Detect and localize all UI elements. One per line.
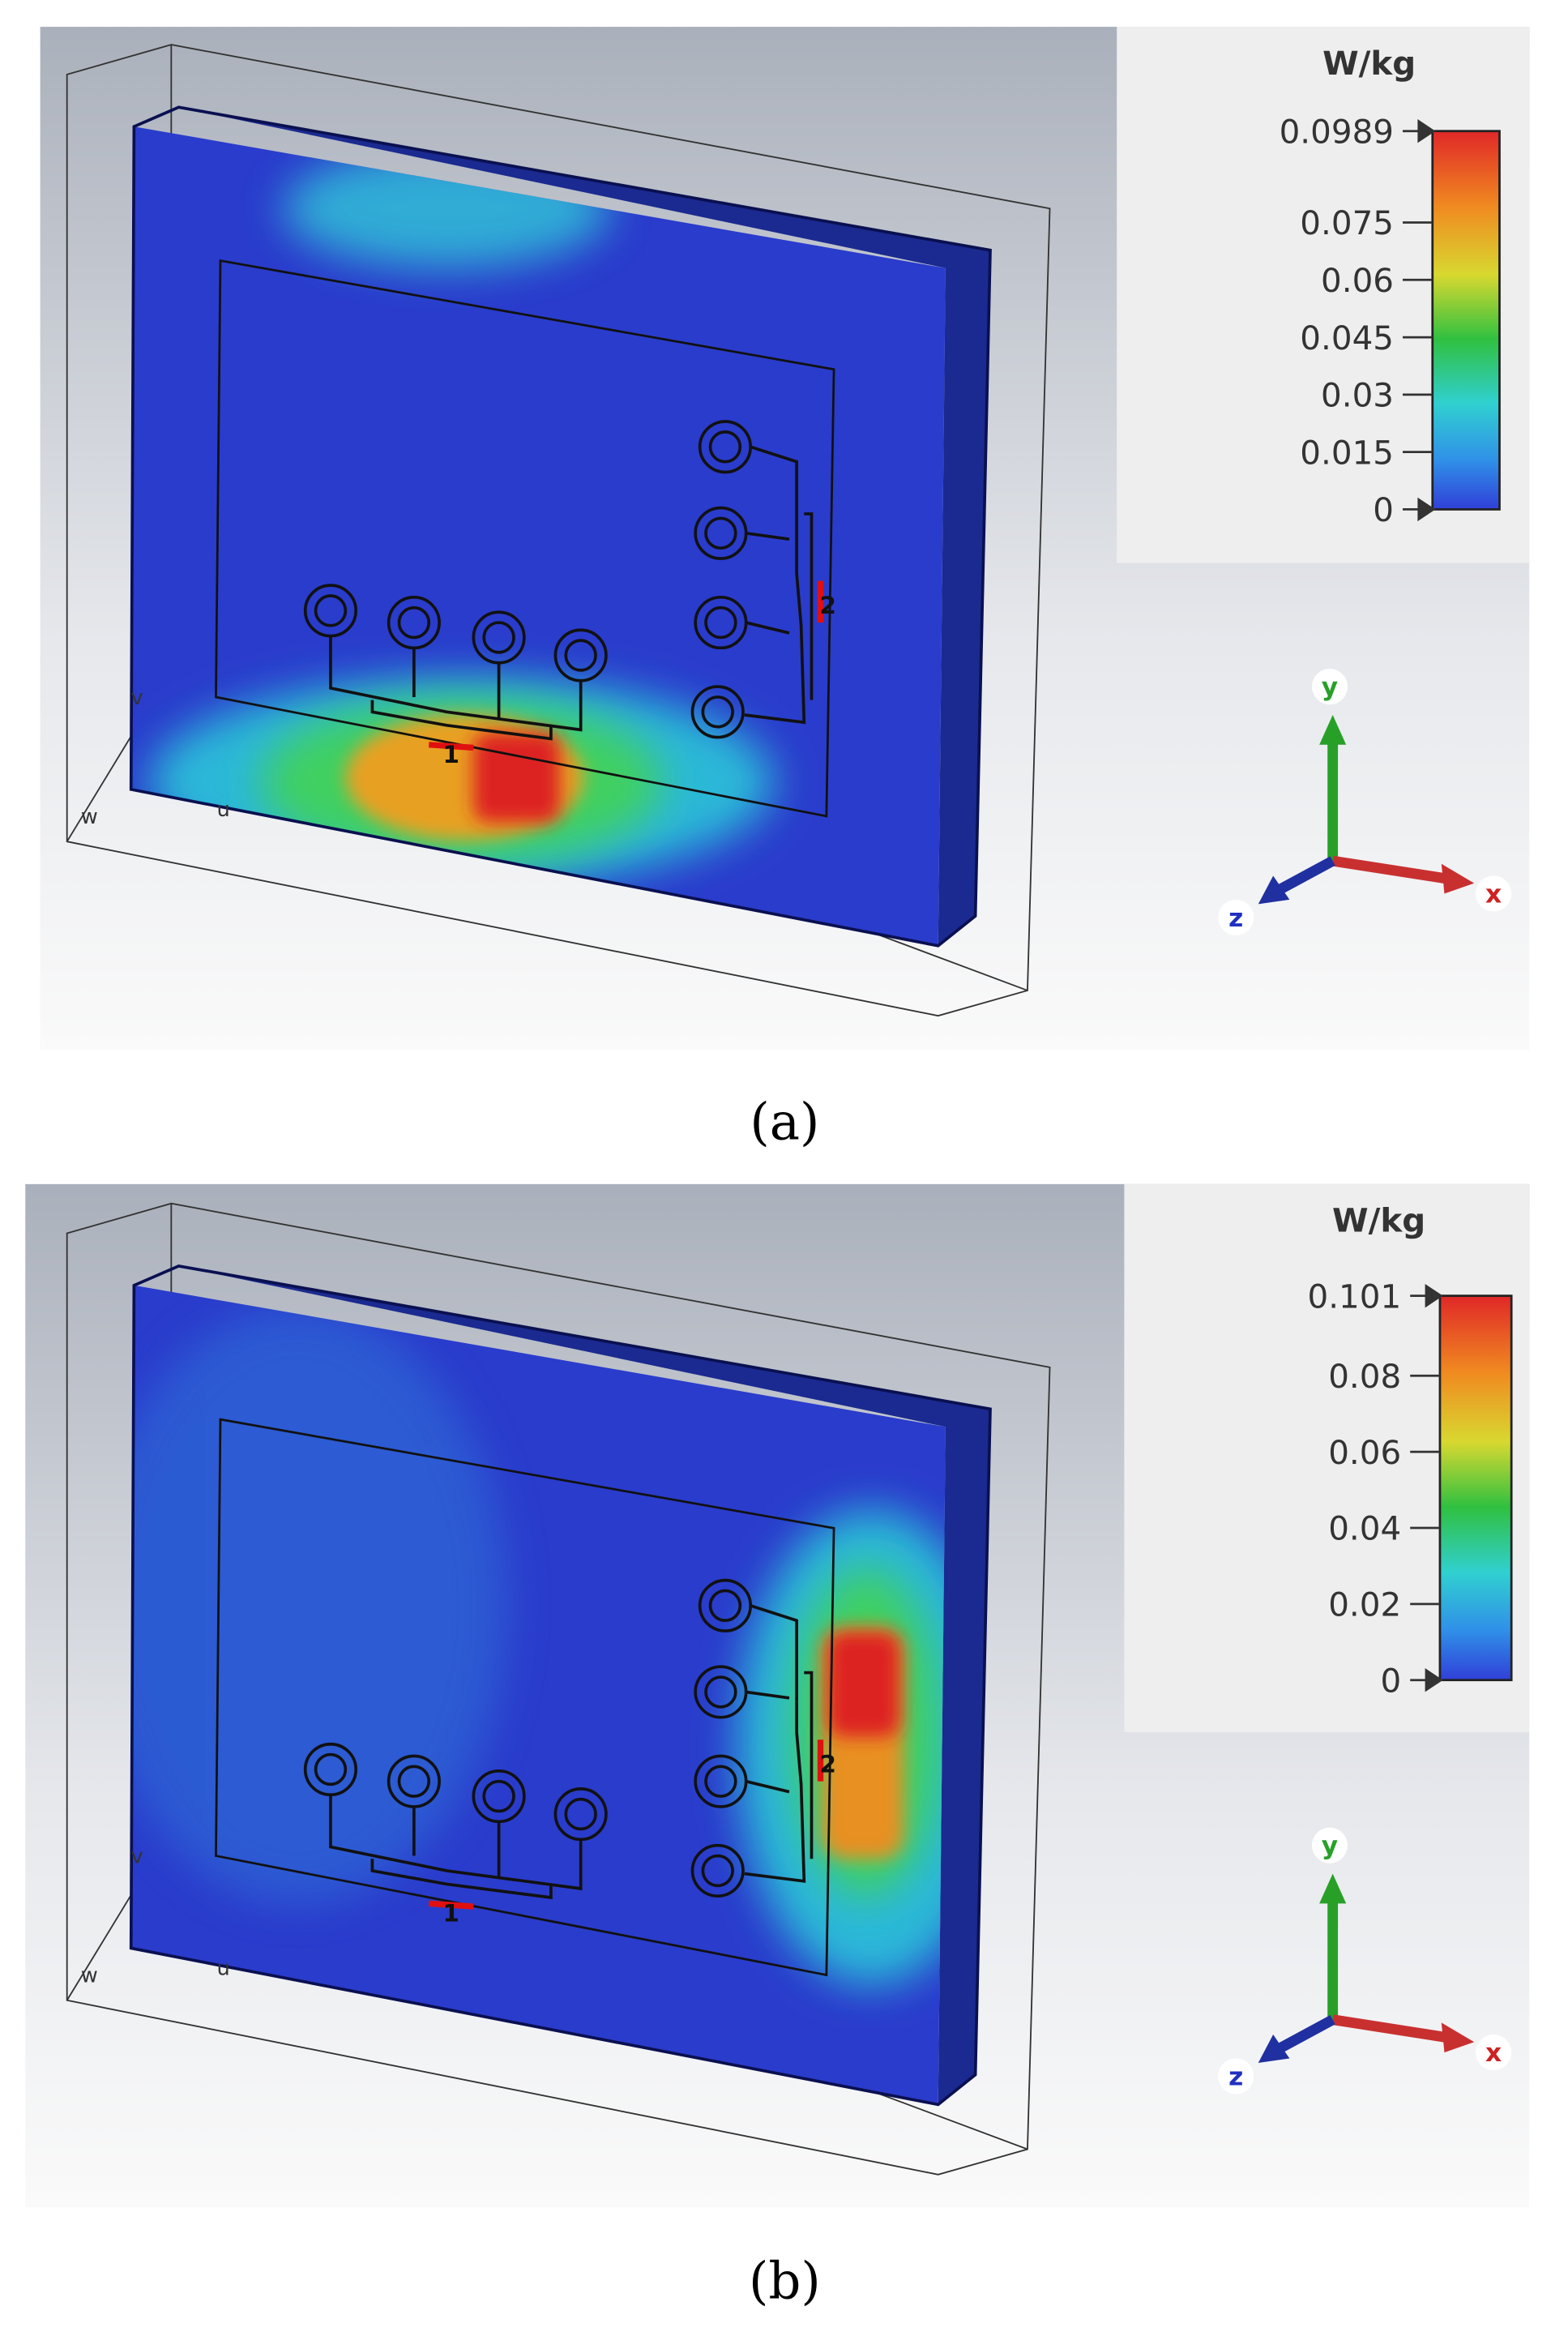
antenna-ring-inner bbox=[708, 430, 742, 464]
antenna-ring-inner bbox=[704, 1765, 737, 1798]
colorbar bbox=[1438, 1294, 1513, 1682]
colorbar-label: 0.03 bbox=[1321, 376, 1394, 415]
substrate-outline bbox=[129, 1264, 992, 2107]
axis-x bbox=[1331, 855, 1449, 884]
colorbar bbox=[1431, 130, 1501, 511]
axis-label-bg bbox=[1218, 2058, 1254, 2095]
ground-plane bbox=[215, 259, 835, 818]
box-label: w bbox=[81, 1964, 98, 1988]
feed-line bbox=[744, 1604, 814, 1883]
antenna-ring-inner bbox=[397, 1765, 431, 1798]
axis-y-head bbox=[1319, 715, 1347, 745]
axis-label: x bbox=[1485, 2039, 1502, 2068]
colorbar-label: 0.06 bbox=[1321, 261, 1394, 300]
axis-label: z bbox=[1228, 904, 1243, 933]
sar-peak bbox=[473, 733, 560, 823]
feed-line bbox=[744, 445, 814, 725]
ground-plane bbox=[215, 1418, 835, 1977]
caption: (b) bbox=[749, 2251, 821, 2310]
axis-z bbox=[1275, 856, 1335, 896]
axis-label-bg bbox=[1218, 899, 1254, 935]
port-label: 2 bbox=[819, 1751, 835, 1778]
colorbar-label: 0.015 bbox=[1300, 433, 1394, 472]
port-label: 1 bbox=[443, 1899, 459, 1927]
sar-peak bbox=[827, 1632, 899, 1737]
box-label: u bbox=[216, 798, 229, 822]
axis-label: z bbox=[1228, 2063, 1243, 2092]
antenna-ring bbox=[694, 506, 748, 560]
colorbar-pointer bbox=[1417, 119, 1436, 143]
antenna-ring-inner bbox=[482, 1779, 515, 1813]
antenna-ring-inner bbox=[397, 605, 431, 640]
axis-label-bg bbox=[1311, 1827, 1348, 1863]
box-label: u bbox=[216, 1957, 229, 1981]
colorbar-label: 0.0989 bbox=[1280, 112, 1394, 151]
colorbar-pointer bbox=[1425, 1668, 1443, 1692]
antenna-ring bbox=[472, 1769, 526, 1824]
colorbar-label: 0.04 bbox=[1328, 1509, 1401, 1548]
antenna-ring bbox=[690, 1843, 745, 1898]
axis-x-head bbox=[1441, 863, 1475, 894]
antenna-ring-inner bbox=[564, 639, 597, 672]
axis-label-bg bbox=[1476, 875, 1512, 912]
axis-label-bg bbox=[1476, 2035, 1512, 2071]
axis-x bbox=[1331, 2014, 1449, 2043]
antenna-ring-inner bbox=[704, 605, 737, 640]
axis-label: y bbox=[1322, 673, 1338, 702]
panel: 1 2 v w u x y z W/kg 0.0989 0.075 0.06 0.045 0.03 0.01… bbox=[40, 27, 1530, 1152]
port-marker bbox=[428, 742, 474, 751]
antenna-ring-inner bbox=[704, 516, 737, 550]
antenna-ring-inner bbox=[564, 1797, 597, 1831]
port-marker bbox=[428, 1900, 474, 1910]
axis-x-head bbox=[1441, 2022, 1475, 2053]
legend-unit: W/kg bbox=[1322, 44, 1416, 83]
antenna-ring bbox=[690, 685, 745, 739]
model: 1 2 v w u x y z bbox=[66, 1202, 1512, 2176]
colorbar-label: 0.101 bbox=[1307, 1277, 1401, 1316]
legend-unit: W/kg bbox=[1332, 1201, 1425, 1240]
colorbar-label: 0.06 bbox=[1328, 1433, 1401, 1472]
axis-y-head bbox=[1319, 1873, 1347, 1904]
colorbar-label: 0 bbox=[1373, 490, 1394, 529]
colorbar-label: 0 bbox=[1380, 1661, 1401, 1700]
antenna-ring-inner bbox=[314, 594, 348, 627]
antenna-ring-inner bbox=[701, 1854, 734, 1888]
box-label: v bbox=[130, 1845, 143, 1869]
axis-z bbox=[1275, 2015, 1335, 2055]
port-label: 2 bbox=[819, 592, 835, 619]
caption: (a) bbox=[750, 1093, 819, 1152]
model: 1 2 v w u x y z bbox=[66, 44, 1512, 1017]
panel: 1 2 v w u x y z W/kg 0.101 0.08 0.06 0.04 0.02 0 (b) bbox=[25, 1183, 1530, 2310]
box-label: w bbox=[81, 805, 98, 829]
axis-label-bg bbox=[1311, 669, 1348, 705]
feed-line bbox=[329, 635, 583, 741]
feed-line bbox=[329, 1795, 583, 1900]
sar-glow bbox=[130, 1307, 506, 1904]
colorbar-pointer bbox=[1417, 497, 1436, 522]
antenna-ring-inner bbox=[482, 621, 515, 654]
axis-z-head bbox=[1258, 2035, 1290, 2063]
colorbar-label: 0.075 bbox=[1300, 203, 1394, 242]
antenna-ring-inner bbox=[704, 1675, 737, 1709]
axis-label: x bbox=[1485, 880, 1502, 909]
colorbar-label: 0.08 bbox=[1328, 1357, 1401, 1396]
antenna-ring-inner bbox=[708, 1589, 742, 1623]
substrate-outline bbox=[129, 105, 992, 948]
colorbar-pointer bbox=[1425, 1283, 1443, 1308]
antenna-ring-inner bbox=[701, 695, 734, 729]
sar-field bbox=[148, 148, 775, 887]
axis-label: y bbox=[1322, 1832, 1338, 1861]
colorbar-label: 0.02 bbox=[1328, 1585, 1401, 1624]
axis-z-head bbox=[1258, 875, 1290, 905]
colorbar-label: 0.045 bbox=[1300, 319, 1394, 357]
port-label: 1 bbox=[443, 741, 459, 768]
antenna-ring-inner bbox=[314, 1752, 348, 1786]
box-label: v bbox=[130, 686, 143, 710]
